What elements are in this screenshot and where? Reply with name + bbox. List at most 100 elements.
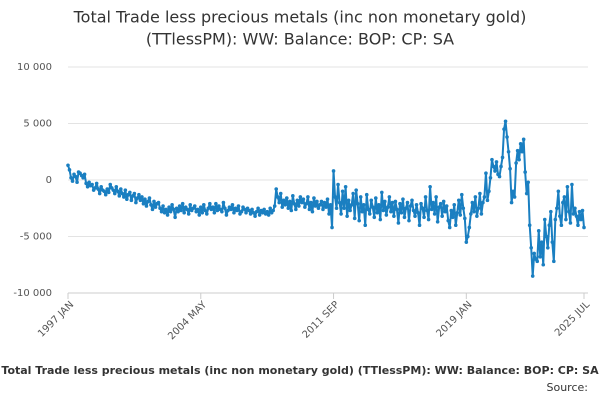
data-point (173, 215, 177, 220)
data-point (337, 200, 342, 205)
data-point (579, 217, 583, 222)
data-point (324, 205, 328, 209)
data-point (565, 184, 570, 189)
data-point (450, 215, 455, 220)
data-point (230, 203, 235, 207)
data-point (214, 201, 218, 206)
data-point (357, 218, 361, 223)
data-point (390, 200, 395, 205)
data-point (556, 189, 561, 194)
data-point (150, 207, 155, 212)
data-point (502, 127, 506, 131)
data-point (392, 214, 396, 218)
data-point (561, 200, 565, 205)
data-point (105, 187, 110, 191)
data-point (250, 207, 254, 212)
data-point (536, 229, 541, 233)
data-point (484, 171, 488, 176)
data-point (410, 198, 414, 203)
data-point (389, 209, 393, 214)
data-point (115, 189, 120, 194)
x-tick-label: 1997 JAN (36, 299, 76, 339)
data-point (491, 164, 496, 169)
data-point (387, 195, 392, 199)
data-point (312, 196, 316, 200)
data-point (420, 206, 425, 211)
data-point (386, 205, 390, 209)
data-point (294, 207, 298, 212)
data-point (287, 199, 292, 204)
data-point (582, 225, 586, 230)
data-point (416, 210, 420, 215)
y-tick-label: 10 000 (17, 62, 52, 73)
data-point (361, 203, 366, 207)
data-point (66, 163, 70, 168)
data-point (182, 210, 186, 215)
data-point (143, 197, 147, 202)
data-point (292, 201, 297, 206)
data-point (395, 207, 399, 212)
data-point (461, 206, 466, 211)
data-point (567, 209, 571, 214)
data-point (70, 179, 75, 183)
y-tick-label: 0 (46, 175, 52, 186)
data-point (478, 191, 482, 196)
data-point (437, 205, 441, 209)
data-point (396, 221, 401, 225)
data-point (185, 207, 189, 212)
data-point (103, 192, 108, 197)
data-point (328, 203, 333, 207)
data-point (466, 234, 470, 239)
chart-title: Total Trade less precious metals (inc no… (73, 8, 527, 27)
data-point (208, 201, 212, 206)
data-point (67, 168, 72, 172)
data-point (398, 201, 402, 206)
data-point (304, 201, 309, 206)
data-point (487, 189, 491, 194)
data-point (125, 197, 129, 202)
data-point (134, 200, 138, 205)
data-point (452, 203, 457, 207)
data-point (577, 209, 582, 214)
data-point (135, 196, 140, 200)
data-point (475, 214, 479, 218)
data-point (545, 246, 550, 250)
data-point (220, 209, 224, 214)
data-point (517, 157, 521, 162)
data-point (381, 208, 386, 213)
data-point (518, 142, 523, 146)
data-point (200, 210, 205, 215)
data-point (343, 184, 348, 189)
data-point (364, 192, 369, 197)
data-point (247, 208, 251, 213)
data-point (119, 187, 123, 191)
data-point (446, 218, 451, 223)
data-point (170, 203, 174, 207)
data-point (275, 195, 280, 199)
data-point (481, 200, 485, 205)
data-point (242, 207, 247, 212)
data-point (176, 209, 180, 214)
data-point (90, 182, 94, 187)
data-point (351, 191, 355, 196)
data-point (108, 182, 113, 187)
data-point (256, 206, 260, 211)
data-point (205, 212, 209, 216)
data-point (260, 210, 265, 215)
data-point (132, 191, 137, 196)
data-point (464, 240, 469, 244)
data-point (226, 208, 230, 213)
data-point (301, 197, 306, 202)
data-point (114, 184, 119, 189)
data-point (530, 274, 535, 278)
data-point (297, 204, 301, 208)
y-tick-label: -5 000 (20, 232, 52, 243)
data-point (280, 205, 285, 209)
data-point (331, 169, 336, 173)
data-point (411, 208, 416, 213)
data-point (117, 194, 122, 198)
data-point (346, 198, 351, 203)
data-point (319, 199, 324, 204)
data-point (211, 205, 215, 209)
data-point (527, 223, 532, 227)
